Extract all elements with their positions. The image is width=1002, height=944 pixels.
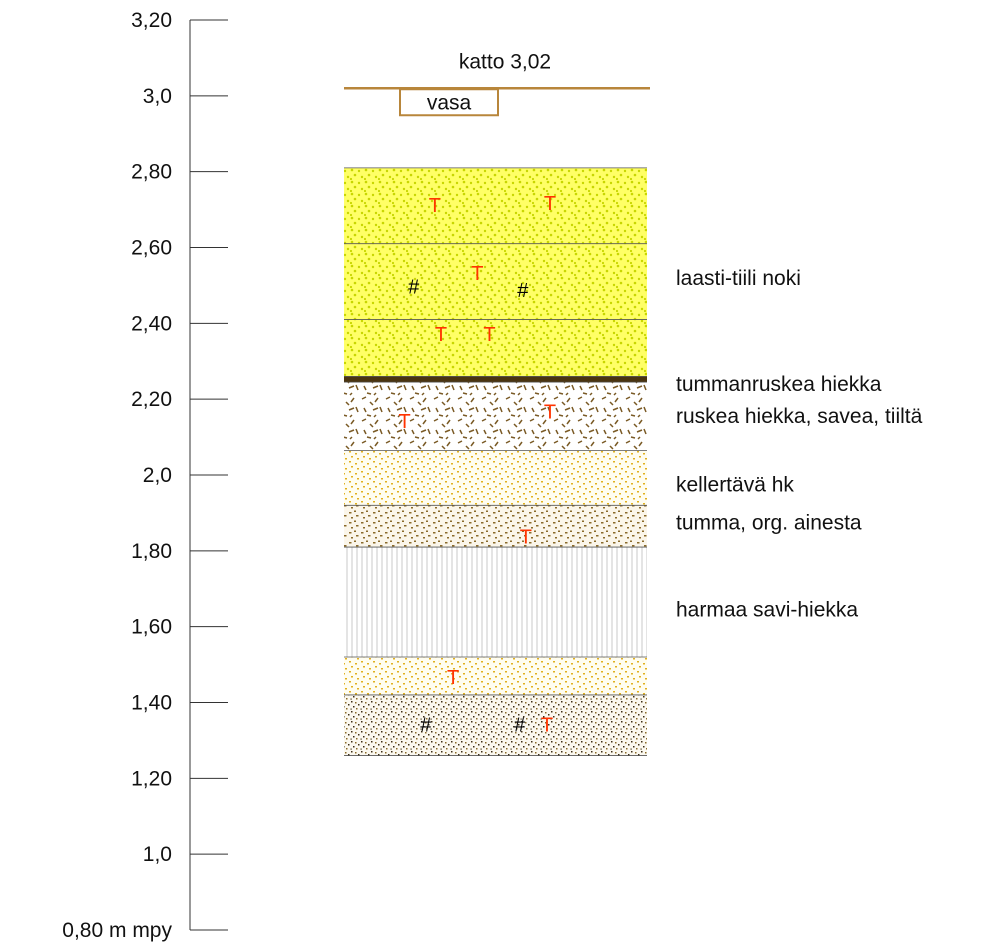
- axis-tick-label: 1,60: [131, 616, 172, 639]
- soil-layer: [344, 382, 647, 451]
- depth-axis: 3,20 3,0 2,80 2,60 2,40 2,20 2,0 1,80 1,60 1,40 1,…: [62, 9, 228, 942]
- soil-layer: [344, 657, 647, 695]
- layer-annotation: kellertävä hk: [676, 473, 794, 496]
- axis-tick-label: 0,80 m mpy: [62, 919, 172, 942]
- soil-layer: [344, 547, 647, 657]
- layer-annotation: laasti-tiili noki: [676, 267, 801, 290]
- roof-beam-label: vasa: [427, 91, 472, 114]
- tile-marker: T: [471, 263, 483, 285]
- tile-marker: T: [398, 411, 410, 433]
- axis-tick-label: 3,0: [143, 85, 172, 108]
- find-markers: T T T T T T T T T T # # # #: [398, 193, 556, 736]
- axis-tick-label: 1,80: [131, 540, 172, 563]
- roof-beam: [399, 88, 499, 117]
- layer-annotation: tummanruskea hiekka: [676, 373, 882, 396]
- layer-annotations: laasti-tiili noki tummanruskea hiekka rusk…: [676, 267, 923, 622]
- axis-tick-label: 2,40: [131, 312, 172, 335]
- tile-marker: T: [483, 324, 495, 346]
- soil-layer: [344, 450, 647, 506]
- axis-tick-label: 2,0: [143, 464, 172, 487]
- soot-marker: #: [517, 280, 529, 302]
- soil-layer: [344, 694, 647, 756]
- soil-layers: [344, 167, 647, 756]
- layer-annotation: ruskea hiekka, savea, tiiltä: [676, 405, 923, 428]
- tile-marker: T: [541, 714, 553, 736]
- soil-layer: [344, 167, 647, 244]
- tile-marker: T: [435, 324, 447, 346]
- roof-label: katto 3,02: [459, 50, 551, 73]
- axis-tick-label: 3,20: [131, 9, 172, 32]
- soot-marker: #: [420, 714, 432, 736]
- soil-layer: [344, 505, 647, 548]
- soot-marker: #: [514, 714, 526, 736]
- axis-tick-label: 2,80: [131, 161, 172, 184]
- tile-marker: T: [429, 195, 441, 217]
- layer-annotation: harmaa savi-hiekka: [676, 599, 858, 622]
- layer-annotation: tumma, org. ainesta: [676, 511, 862, 534]
- soil-layer: [344, 376, 647, 383]
- tile-marker: T: [520, 527, 532, 549]
- soil-layer: [344, 243, 647, 320]
- axis-tick-label: 1,0: [143, 843, 172, 866]
- axis-tick-label: 1,40: [131, 692, 172, 715]
- soot-marker: #: [408, 276, 420, 298]
- tile-marker: T: [447, 667, 459, 689]
- axis-tick-label: 1,20: [131, 767, 172, 790]
- tile-marker: T: [544, 193, 556, 215]
- soil-layer: [344, 319, 647, 377]
- roof-group: katto 3,02 vasa: [344, 50, 650, 117]
- tile-marker: T: [544, 402, 556, 424]
- axis-tick-label: 2,20: [131, 388, 172, 411]
- axis-tick-label: 2,60: [131, 237, 172, 260]
